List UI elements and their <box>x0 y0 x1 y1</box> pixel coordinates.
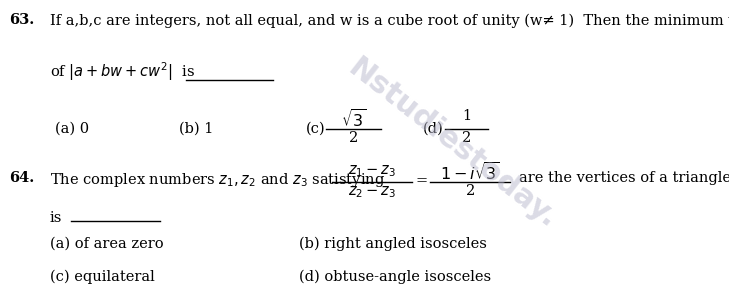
Text: The complex numbers $z_1,z_2$ and $z_3$ satistying: The complex numbers $z_1,z_2$ and $z_3$ … <box>50 171 385 189</box>
Text: (d): (d) <box>423 122 443 136</box>
Text: (a) 0: (a) 0 <box>55 122 89 136</box>
Text: $z_1 - z_3$: $z_1 - z_3$ <box>348 164 396 179</box>
Text: (d) obtuse-angle isosceles: (d) obtuse-angle isosceles <box>299 270 491 284</box>
Text: (a) of area zero: (a) of area zero <box>50 237 163 251</box>
Text: $z_2 - z_3$: $z_2 - z_3$ <box>348 184 396 200</box>
Text: 63.: 63. <box>9 14 35 28</box>
Text: $\sqrt{3}$: $\sqrt{3}$ <box>340 110 367 131</box>
Text: 2: 2 <box>466 184 475 198</box>
Text: 2: 2 <box>349 130 358 145</box>
Text: 64.: 64. <box>9 171 35 185</box>
Text: (c): (c) <box>306 122 326 136</box>
Text: (b) 1: (b) 1 <box>179 122 213 136</box>
Text: 1: 1 <box>462 110 471 124</box>
Text: is: is <box>50 212 62 226</box>
Text: 2: 2 <box>462 130 471 145</box>
Text: If a,b,c are integers, not all equal, and w is a cube root of unity (w≠ 1)  Then: If a,b,c are integers, not all equal, an… <box>50 14 729 28</box>
Text: are the vertices of a triangle which: are the vertices of a triangle which <box>519 171 729 185</box>
Text: of $|a + bw + cw^2|$  is: of $|a + bw + cw^2|$ is <box>50 60 195 83</box>
Text: (c) equilateral: (c) equilateral <box>50 270 155 284</box>
Text: $1 - i\sqrt{3}$: $1 - i\sqrt{3}$ <box>440 163 500 184</box>
Text: =: = <box>416 175 427 189</box>
Text: Nstudiestoday.: Nstudiestoday. <box>342 54 562 234</box>
Text: (b) right angled isosceles: (b) right angled isosceles <box>299 237 487 251</box>
